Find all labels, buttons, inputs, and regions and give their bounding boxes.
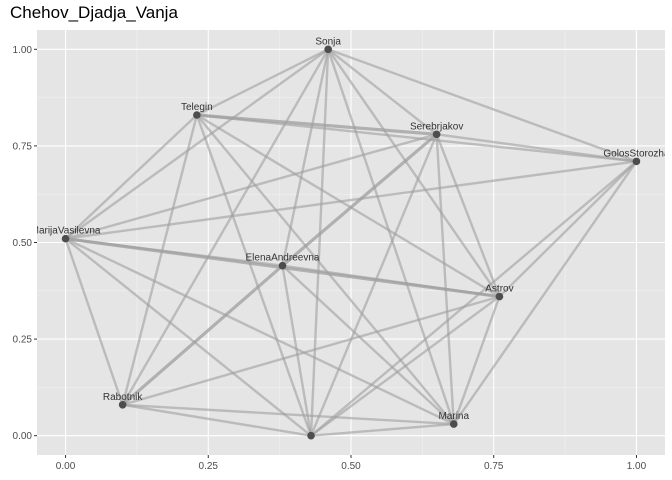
node-Vojnickij bbox=[307, 431, 315, 440]
node-ElenaAndreevna bbox=[278, 261, 287, 270]
node-label-MarijaVasilevna: MarijaVasilevna bbox=[31, 226, 101, 237]
edge-Sonja-Astrov bbox=[326, 48, 501, 298]
y-tick-label: 0.00 bbox=[13, 431, 33, 442]
edge-MarijaVasilevna-Vojnickij bbox=[64, 237, 313, 437]
node-label-ElenaAndreevna: ElenaAndreevna bbox=[246, 253, 320, 264]
edge-MarijaVasilevna-Rabotnik bbox=[64, 237, 124, 406]
node-MarijaVasilevna bbox=[61, 234, 70, 243]
edge-ElenaAndreevna-Astrov bbox=[281, 264, 501, 298]
edge-Sonja-Serebrjakov bbox=[326, 48, 438, 136]
edge-Serebrjakov-MarijaVasilevna bbox=[64, 133, 438, 240]
edge-Rabotnik-Marina bbox=[121, 403, 455, 426]
node-label-GolosStorozha: GolosStorozha bbox=[603, 148, 670, 159]
node-label-Astrov: Astrov bbox=[485, 284, 513, 295]
edge-Sonja-MarijaVasilevna bbox=[64, 48, 330, 240]
edge-GolosStorozha-Vojnickij bbox=[309, 160, 638, 437]
edge-GolosStorozha-Marina bbox=[452, 160, 638, 426]
edge-Sonja-ElenaAndreevna bbox=[281, 48, 330, 267]
edge-Sonja-Telegin bbox=[195, 48, 330, 117]
y-axis: 0.00 0.25 0.50 0.75 1.00 bbox=[13, 45, 37, 442]
node-label-Sonja: Sonja bbox=[315, 36, 341, 47]
node-label-Telegin: Telegin bbox=[181, 102, 213, 113]
edge-Astrov-Marina bbox=[452, 295, 501, 426]
node-label-Serebrjakov: Serebrjakov bbox=[410, 121, 463, 132]
node-Sonja bbox=[324, 45, 332, 54]
x-tick-label: 0.00 bbox=[56, 461, 76, 472]
y-tick-label: 0.75 bbox=[13, 141, 33, 152]
grid-major bbox=[37, 30, 665, 455]
node-GolosStorozha bbox=[632, 157, 641, 166]
x-axis: 0.00 0.25 0.50 0.75 1.00 bbox=[56, 455, 647, 472]
edge-Sonja-Rabotnik bbox=[121, 48, 330, 406]
edge-Sonja-Vojnickij bbox=[309, 48, 330, 437]
x-tick-label: 0.50 bbox=[341, 461, 361, 472]
edges bbox=[63, 48, 638, 437]
edge-Serebrjakov-Marina bbox=[435, 133, 455, 426]
node-Telegin bbox=[193, 111, 201, 119]
edge-Telegin-GolosStorozha bbox=[195, 113, 638, 163]
edge-Serebrjakov-GolosStorozha bbox=[435, 133, 638, 163]
node-labels: Sonja Telegin Serebrjakov GolosStorozha Mari… bbox=[31, 36, 670, 422]
y-tick-label: 0.25 bbox=[13, 335, 33, 346]
edge-ElenaAndreevna-Rabotnik bbox=[121, 264, 285, 407]
edge-MarijaVasilevna-ElenaAndreevna bbox=[64, 237, 284, 267]
y-tick-label: 1.00 bbox=[13, 45, 33, 56]
edge-MarijaVasilevna-Marina bbox=[64, 237, 455, 426]
x-tick-label: 0.25 bbox=[199, 461, 219, 472]
node-Astrov bbox=[495, 292, 504, 301]
edge-Telegin-Astrov bbox=[195, 113, 501, 298]
edge-Rabotnik-Vojnickij bbox=[121, 403, 313, 437]
edge-Astrov-Vojnickij bbox=[309, 295, 501, 437]
edge-ElenaAndreevna-Marina bbox=[281, 264, 455, 426]
edge-Astrov-Rabotnik bbox=[121, 295, 501, 406]
edge-GolosStorozha-MarijaVasilevna bbox=[64, 160, 638, 240]
node-Serebrjakov bbox=[432, 130, 441, 139]
node-label-Marina: Marina bbox=[438, 411, 469, 422]
edge-Sonja-Marina bbox=[326, 48, 455, 426]
edge-Serebrjakov-Vojnickij bbox=[309, 133, 438, 437]
edge-Telegin-Marina bbox=[195, 113, 455, 426]
edge-Serebrjakov-Astrov bbox=[435, 133, 501, 298]
edge-Telegin-Rabotnik bbox=[121, 113, 199, 406]
edge-Telegin-Vojnickij bbox=[195, 113, 313, 437]
nodes bbox=[61, 45, 641, 440]
x-tick-label: 1.00 bbox=[627, 461, 647, 472]
edge-ElenaAndreevna-Vojnickij bbox=[281, 264, 313, 437]
node-Rabotnik bbox=[118, 400, 127, 409]
x-tick-label: 0.75 bbox=[484, 461, 504, 472]
edge-Marina-Vojnickij bbox=[309, 422, 455, 437]
edge-Telegin-MarijaVasilevna bbox=[64, 113, 199, 240]
node-label-Rabotnik: Rabotnik bbox=[103, 392, 143, 403]
y-tick-label: 0.50 bbox=[13, 238, 33, 249]
edge-GolosStorozha-Astrov bbox=[498, 160, 638, 298]
chart-title: Chehov_Djadja_Vanja bbox=[10, 3, 178, 22]
node-Marina bbox=[449, 420, 458, 428]
edge-Sonja-GolosStorozha bbox=[326, 48, 638, 163]
